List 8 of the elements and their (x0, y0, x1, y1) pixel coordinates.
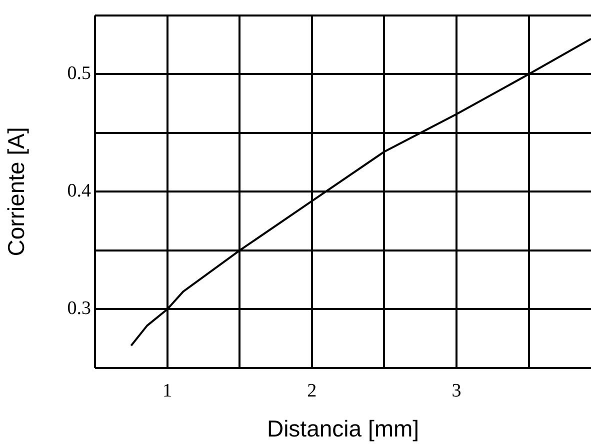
x-axis-title: Distancia [mm] (266, 416, 420, 442)
y-tick-label: 0.5 (67, 63, 91, 84)
x-tick-label: 3 (452, 380, 462, 402)
y-tick-label: 0.4 (67, 180, 92, 202)
x-tick-label: 2 (307, 380, 317, 402)
x-tick-label: 1 (162, 380, 172, 402)
y-axis-title: Corriente [A] (3, 127, 30, 256)
y-tick-label: 0.3 (67, 298, 91, 320)
